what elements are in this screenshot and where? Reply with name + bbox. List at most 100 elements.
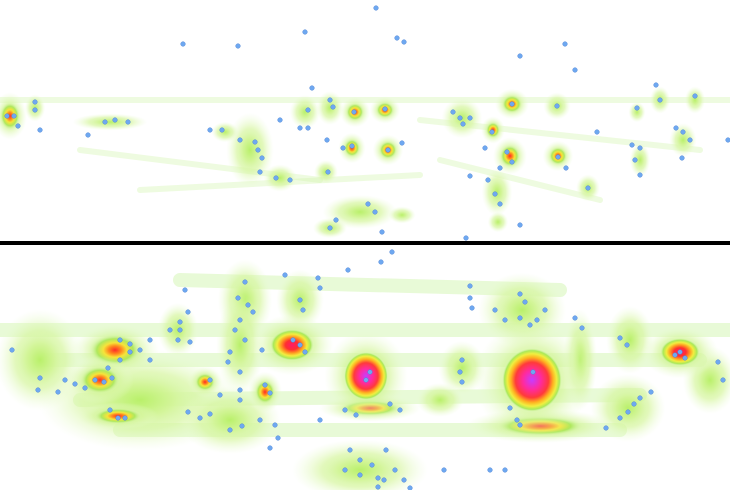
source-point: [382, 106, 388, 112]
source-point: [725, 137, 730, 143]
source-point: [35, 387, 41, 393]
source-point: [185, 309, 191, 315]
source-point: [297, 125, 303, 131]
source-point: [85, 132, 91, 138]
source-point: [125, 119, 131, 125]
source-point: [365, 201, 371, 207]
source-point: [497, 165, 503, 171]
source-point: [682, 355, 688, 361]
source-point: [297, 297, 303, 303]
source-point: [300, 307, 306, 313]
source-point: [117, 337, 123, 343]
top-density-panel: [0, 5, 730, 241]
source-point: [227, 427, 233, 433]
density-blob: [236, 128, 264, 172]
source-point: [653, 82, 659, 88]
source-point: [463, 235, 469, 241]
source-point: [15, 123, 21, 129]
source-point: [467, 295, 473, 301]
source-point: [267, 445, 273, 451]
source-point: [672, 352, 678, 358]
source-point: [517, 315, 523, 321]
source-point: [527, 322, 533, 328]
density-blob: [322, 98, 338, 118]
density-blob: [448, 352, 476, 384]
source-point: [290, 337, 296, 343]
density-blob: [270, 170, 290, 186]
source-point: [242, 279, 248, 285]
source-point: [603, 425, 609, 431]
source-point: [127, 349, 133, 355]
source-point: [460, 121, 466, 127]
density-blob: [320, 452, 400, 488]
source-point: [227, 349, 233, 355]
source-point: [235, 295, 241, 301]
source-point: [207, 127, 213, 133]
density-blob: [616, 320, 644, 360]
source-point: [492, 191, 498, 197]
density-blob: [344, 352, 388, 400]
source-point: [277, 117, 283, 123]
source-point: [237, 387, 243, 393]
source-point: [117, 357, 123, 363]
density-blob: [675, 130, 691, 150]
source-point: [394, 35, 400, 41]
source-point: [399, 140, 405, 146]
source-point: [255, 147, 261, 153]
source-point: [407, 485, 413, 490]
source-point: [330, 104, 336, 110]
source-point: [297, 342, 303, 348]
source-point: [185, 409, 191, 415]
source-point: [37, 375, 43, 381]
source-point: [637, 172, 643, 178]
source-point: [679, 155, 685, 161]
source-point: [401, 39, 407, 45]
source-point: [457, 369, 463, 375]
source-point: [629, 142, 635, 148]
source-point: [357, 472, 363, 478]
source-point: [237, 397, 243, 403]
source-point: [235, 43, 241, 49]
source-point: [92, 377, 98, 383]
source-point: [232, 327, 238, 333]
source-point: [389, 249, 395, 255]
source-point: [257, 169, 263, 175]
source-point: [555, 154, 561, 160]
source-point: [517, 291, 523, 297]
source-point: [637, 395, 643, 401]
source-point: [342, 467, 348, 473]
source-point: [459, 379, 465, 385]
source-point: [617, 335, 623, 341]
source-point: [554, 103, 560, 109]
density-blob: [500, 145, 520, 167]
source-point: [485, 177, 491, 183]
source-point: [363, 377, 369, 383]
source-point: [197, 415, 203, 421]
source-point: [317, 417, 323, 423]
source-point: [634, 105, 640, 111]
source-point: [245, 302, 251, 308]
source-point: [225, 359, 231, 365]
source-point: [509, 101, 515, 107]
density-blob: [200, 400, 260, 440]
source-point: [673, 125, 679, 131]
source-point: [115, 415, 121, 421]
source-point: [242, 337, 248, 343]
source-point: [272, 422, 278, 428]
source-point: [147, 357, 153, 363]
source-point: [677, 349, 683, 355]
source-point: [373, 5, 379, 11]
source-point: [497, 201, 503, 207]
source-point: [467, 115, 473, 121]
source-point: [585, 185, 591, 191]
source-point: [317, 285, 323, 291]
source-point: [507, 405, 513, 411]
source-point: [579, 325, 585, 331]
source-point: [309, 85, 315, 91]
source-point: [504, 149, 510, 155]
source-point: [687, 137, 693, 143]
density-blob: [426, 390, 454, 410]
source-point: [302, 29, 308, 35]
source-point: [657, 97, 663, 103]
source-point: [180, 41, 186, 47]
